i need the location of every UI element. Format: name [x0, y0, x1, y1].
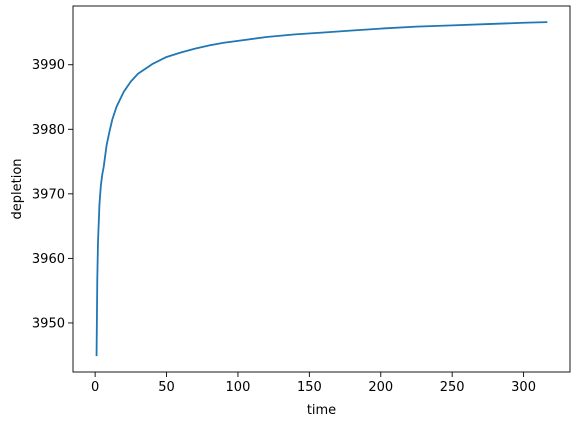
- x-tick-label: 200: [368, 380, 393, 395]
- x-tick-label: 50: [158, 380, 175, 395]
- plot-area: [72, 5, 571, 373]
- x-tick-label: 150: [297, 380, 322, 395]
- x-tick-label: 250: [440, 380, 465, 395]
- series-layer: [95, 21, 548, 357]
- y-axis-label: depletion: [10, 158, 25, 219]
- y-tick-label: 3990: [32, 58, 65, 73]
- x-axis-ticks: 0 50 100 150 200 250 300: [91, 372, 536, 395]
- x-tick-label: 300: [511, 380, 536, 395]
- plot-frame: [72, 5, 571, 373]
- y-tick-label: 3950: [32, 316, 65, 331]
- x-tick-label: 100: [226, 380, 251, 395]
- x-axis-label: time: [307, 403, 336, 418]
- series-line: [95, 21, 548, 357]
- x-tick-label: 0: [91, 380, 99, 395]
- y-tick-label: 3960: [32, 252, 65, 267]
- y-tick-label: 3980: [32, 123, 65, 138]
- y-tick-label: 3970: [32, 187, 65, 202]
- y-axis-ticks: 3950 3960 3970 3980 3990: [32, 58, 73, 331]
